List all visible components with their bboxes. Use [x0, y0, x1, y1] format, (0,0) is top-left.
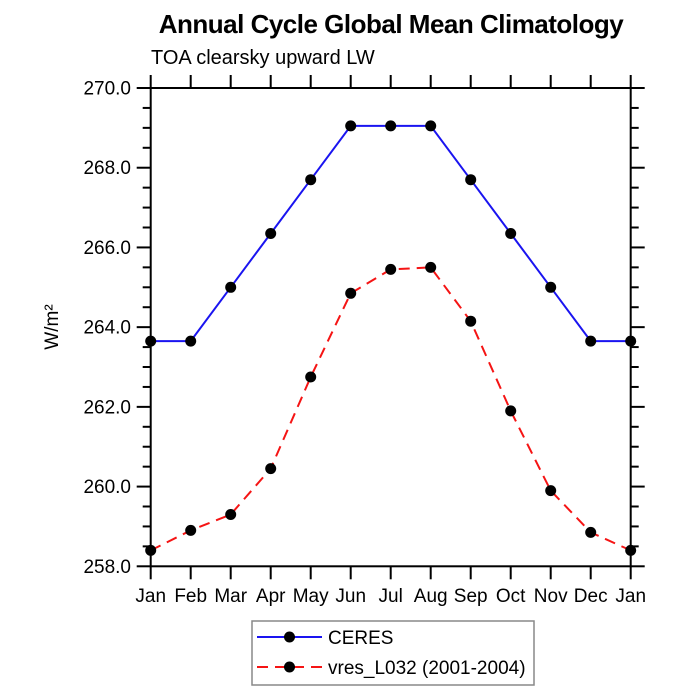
- x-tick-label: Nov: [534, 586, 568, 607]
- y-axis-label: W/m²: [42, 304, 63, 349]
- y-tick-label: 264.0: [83, 318, 131, 339]
- series-line-ceres: [150, 124, 631, 343]
- data-point-marker: [305, 174, 317, 186]
- data-point-marker: [465, 315, 477, 327]
- x-tick-label: Feb: [174, 586, 207, 607]
- data-point-marker: [305, 371, 317, 383]
- data-point-marker: [465, 174, 477, 186]
- data-point-marker: [185, 524, 197, 536]
- y-tick-label: 258.0: [83, 557, 131, 578]
- series-line-vres_l032: [150, 266, 632, 552]
- legend-label-vres-l032: vres_L032 (2001-2004): [328, 658, 526, 679]
- data-point-marker: [225, 509, 237, 520]
- x-tick-label: Jul: [379, 586, 403, 607]
- x-tick-label: May: [293, 586, 329, 607]
- data-point-marker: [225, 281, 237, 293]
- data-series: [145, 120, 637, 556]
- data-point-marker: [185, 335, 197, 347]
- y-tick-label: 268.0: [83, 158, 131, 179]
- data-point-marker: [545, 281, 557, 293]
- data-point-marker: [585, 526, 597, 538]
- x-tick-label: Mar: [214, 586, 247, 607]
- data-point-marker: [625, 335, 637, 347]
- data-point-marker: [425, 261, 437, 273]
- chart-title: Annual Cycle Global Mean Climatology: [159, 9, 625, 39]
- legend-label-ceres: CERES: [328, 628, 393, 649]
- legend: CERES vres_L032 (2001-2004): [251, 620, 535, 686]
- data-point-marker: [545, 485, 557, 497]
- data-point-marker: [345, 120, 357, 132]
- data-point-marker: [585, 335, 597, 347]
- data-point-marker: [385, 263, 397, 275]
- x-tick-label: Dec: [574, 586, 608, 607]
- data-point-marker: [145, 335, 157, 347]
- y-tick-label: 270.0: [83, 79, 131, 100]
- x-tick-label: Apr: [256, 586, 286, 607]
- chart-subtitle: TOA clearsky upward LW: [151, 47, 375, 69]
- data-point-marker: [505, 228, 517, 239]
- legend-marker-dot: [284, 631, 295, 643]
- x-tick-label: Sep: [454, 586, 488, 607]
- axis-tick-labels: 258.0 260.0 262.0 264.0 266.0 268.0 270.0 Jan Fe…: [83, 79, 646, 608]
- x-tick-label: Jan: [615, 586, 646, 607]
- legend-box: [251, 620, 535, 686]
- x-tick-label: Jun: [335, 586, 366, 607]
- data-point-marker: [505, 405, 517, 417]
- axes-frame: [149, 87, 632, 568]
- y-tick-label: 260.0: [83, 477, 131, 498]
- legend-item-ceres: CERES: [257, 628, 393, 649]
- data-point-marker: [625, 544, 637, 556]
- data-point-marker: [145, 544, 157, 556]
- y-tick-label: 266.0: [83, 238, 131, 259]
- legend-item-vres-l032: vres_L032 (2001-2004): [257, 658, 526, 679]
- data-point-marker: [425, 120, 437, 132]
- legend-marker-dot: [284, 661, 295, 673]
- data-point-marker: [265, 228, 277, 239]
- y-tick-label: 262.0: [83, 397, 131, 418]
- data-point-marker: [265, 463, 277, 475]
- axis-ticks: [136, 75, 645, 580]
- x-tick-label: Oct: [496, 586, 526, 607]
- x-tick-label: Aug: [414, 586, 448, 607]
- x-tick-label: Jan: [135, 586, 166, 607]
- data-point-marker: [345, 287, 357, 299]
- data-point-marker: [385, 120, 397, 132]
